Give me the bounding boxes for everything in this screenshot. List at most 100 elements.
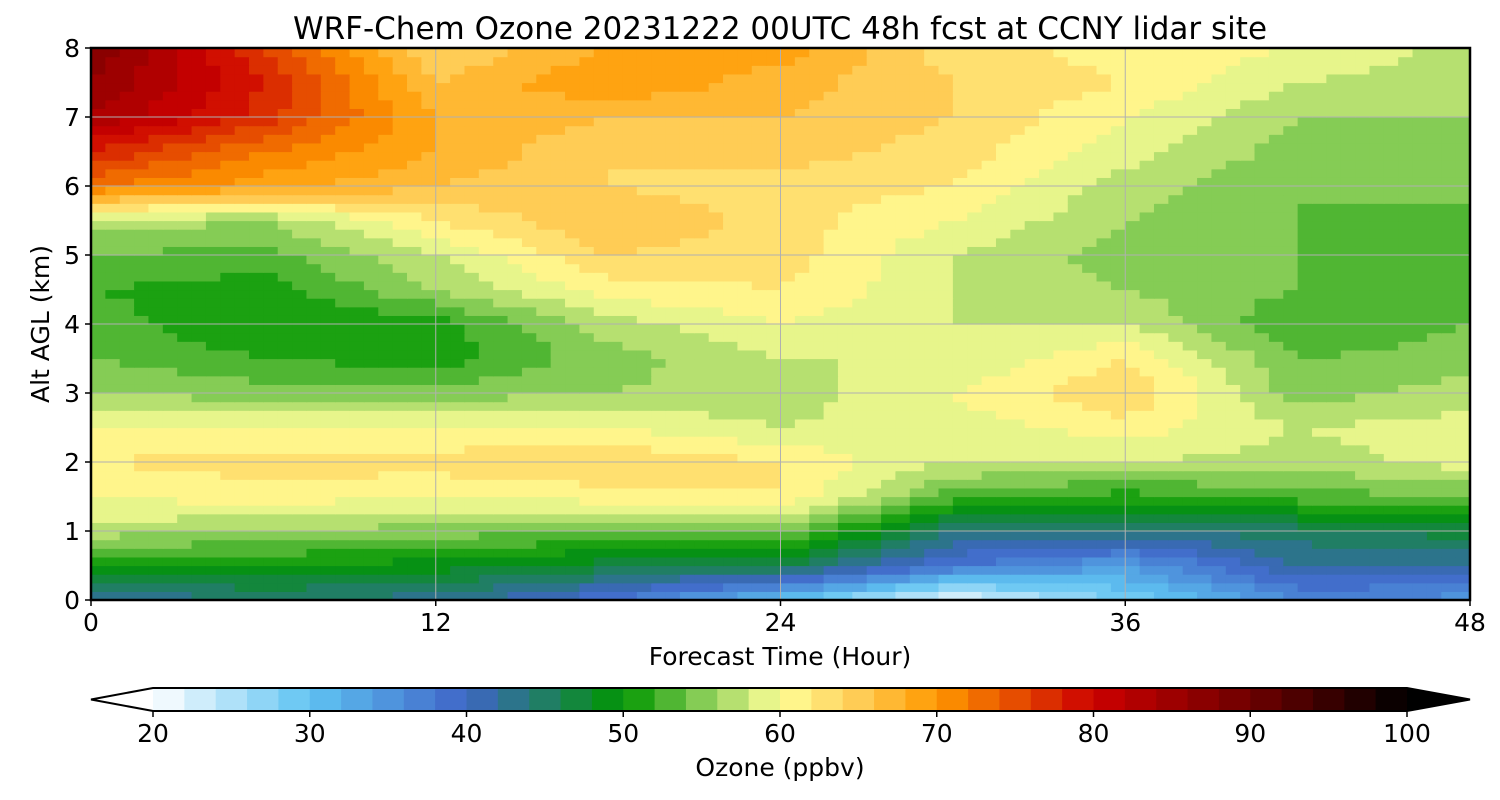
heatmap-cell [378, 280, 394, 291]
heatmap-cell [1024, 513, 1040, 523]
heatmap-cell [1297, 211, 1313, 222]
heatmap-cell [565, 479, 580, 489]
heatmap-cell [967, 401, 983, 411]
heatmap-cell [1067, 358, 1083, 368]
heatmap-cell [335, 358, 351, 368]
heatmap-cell [249, 315, 264, 325]
heatmap-cell [565, 194, 580, 204]
heatmap-cell [306, 177, 322, 187]
heatmap-cell [723, 548, 738, 558]
heatmap-cell [809, 298, 825, 308]
heatmap-cell [1182, 272, 1198, 282]
heatmap-cell [421, 349, 437, 360]
heatmap-cell [1211, 367, 1227, 377]
heatmap-cell [1426, 177, 1442, 187]
heatmap-cell [866, 237, 882, 247]
heatmap-cell [536, 462, 552, 472]
heatmap-cell [1168, 565, 1184, 575]
heatmap-cell [1096, 186, 1112, 196]
heatmap-cell [191, 436, 207, 446]
heatmap-cell [363, 349, 379, 360]
heatmap-cell [105, 246, 121, 256]
heatmap-cell [1168, 211, 1184, 222]
heatmap-cell [794, 427, 810, 437]
heatmap-cell [895, 574, 911, 584]
heatmap-cell [421, 263, 437, 273]
heatmap-cell [91, 324, 106, 334]
heatmap-cell [306, 324, 322, 334]
heatmap-cell [895, 591, 911, 600]
heatmap-cell [1426, 522, 1442, 532]
heatmap-cell [277, 289, 293, 299]
heatmap-cell [909, 358, 925, 368]
heatmap-cell [1139, 272, 1155, 282]
heatmap-cell [636, 539, 652, 549]
heatmap-cell [119, 574, 135, 584]
heatmap-cell [378, 574, 394, 584]
chart-title: WRF-Chem Ozone 20231222 00UTC 48h fcst a… [293, 11, 1267, 47]
heatmap-cell [263, 444, 279, 454]
heatmap-cell [1340, 298, 1356, 308]
heatmap-cell [91, 151, 106, 161]
heatmap-cell [651, 341, 667, 351]
heatmap-cell [881, 280, 897, 291]
heatmap-cell [866, 574, 882, 584]
heatmap-cell [1010, 341, 1026, 351]
heatmap-cell [1024, 160, 1040, 170]
heatmap-cell [1139, 168, 1155, 178]
heatmap-cell [134, 531, 150, 541]
heatmap-cell [823, 194, 839, 204]
heatmap-cell [837, 246, 853, 256]
heatmap-cell [1283, 255, 1299, 265]
heatmap-cell [1182, 410, 1198, 420]
heatmap-cell [565, 315, 580, 325]
heatmap-cell [1268, 358, 1284, 368]
heatmap-cell [249, 462, 264, 472]
heatmap-cell [651, 453, 667, 463]
heatmap-cell [493, 306, 509, 316]
heatmap-cell [794, 263, 810, 273]
heatmap-cell [1039, 306, 1055, 316]
heatmap-cell [679, 229, 695, 239]
heatmap-cell [464, 255, 480, 265]
heatmap-cell [493, 263, 509, 273]
heatmap-cell [263, 177, 279, 187]
heatmap-cell [895, 341, 911, 351]
heatmap-cell [1110, 186, 1126, 196]
heatmap-cell [450, 324, 466, 334]
heatmap-cell [1355, 315, 1371, 325]
heatmap-cell [665, 496, 681, 506]
heatmap-cell [1369, 280, 1385, 291]
heatmap-cell [723, 453, 738, 463]
heatmap-cell [881, 367, 897, 377]
heatmap-cell [493, 513, 509, 523]
heatmap-cell [565, 203, 580, 213]
heatmap-cell [866, 324, 882, 334]
heatmap-cell [1197, 246, 1213, 256]
heatmap-cell [249, 194, 264, 204]
heatmap-cell [881, 565, 897, 575]
heatmap-cell [1441, 220, 1457, 230]
heatmap-cell [105, 574, 121, 584]
heatmap-cell [1225, 211, 1241, 222]
heatmap-cell [1053, 393, 1069, 403]
heatmap-cell [1168, 280, 1184, 291]
heatmap-cell [249, 298, 264, 308]
heatmap-cell [1383, 418, 1399, 429]
heatmap-cell [536, 177, 552, 187]
heatmap-cell [995, 367, 1011, 377]
heatmap-cell [478, 436, 494, 446]
heatmap-cell [881, 505, 897, 515]
heatmap-cell [608, 324, 624, 334]
heatmap-cell [220, 522, 236, 532]
heatmap-cell [1039, 565, 1055, 575]
heatmap-cell [1125, 487, 1141, 498]
heatmap-cell [292, 393, 308, 403]
heatmap-cell [794, 280, 810, 291]
heatmap-cell [1240, 418, 1256, 429]
heatmap-cell [995, 496, 1011, 506]
heatmap-cell [507, 410, 523, 420]
heatmap-cell [766, 531, 782, 541]
heatmap-cell [277, 332, 293, 342]
heatmap-cell [91, 487, 106, 498]
